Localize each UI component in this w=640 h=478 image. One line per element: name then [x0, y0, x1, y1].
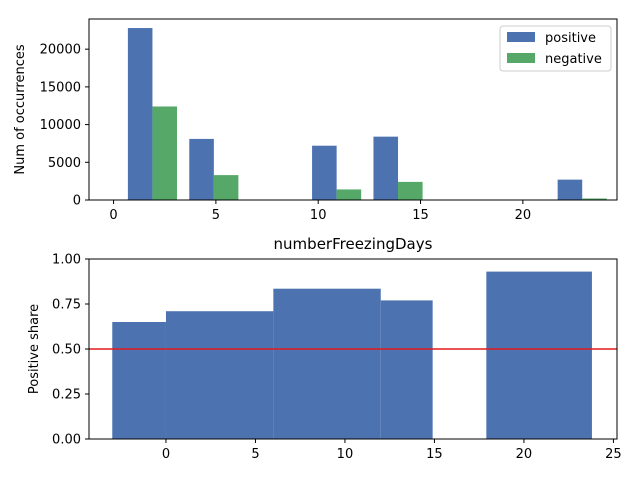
x-tick-label: 5: [251, 447, 259, 462]
y-tick-label: 0: [73, 194, 81, 209]
share-bar-0: [112, 322, 166, 439]
bar-positive-4: [557, 179, 583, 200]
share-bar-1: [165, 311, 274, 439]
bar-positive-2: [312, 145, 337, 200]
positive-share-y-label: Positive share: [27, 304, 42, 394]
x-tick-label: 20: [516, 447, 533, 462]
positive-share-y-axis: 0.00 0.25 0.50 0.75 1.00: [52, 253, 89, 448]
legend: positive negative: [499, 25, 612, 72]
occurrences-x-axis: 0 5 10 15 20: [109, 200, 531, 223]
legend-swatch-positive: [507, 32, 535, 42]
y-tick-label: 0.75: [52, 298, 81, 313]
occurrences-bars: [127, 28, 607, 200]
positive-share-bars: [112, 271, 592, 439]
x-tick-label: 20: [515, 208, 532, 223]
x-tick-label: 15: [412, 208, 429, 223]
y-tick-label: 15000: [40, 80, 81, 95]
x-tick-label: 5: [212, 208, 220, 223]
bar-positive-3: [373, 136, 399, 200]
bar-positive-1: [189, 138, 214, 200]
bar-negative-3: [398, 181, 423, 200]
bar-negative-1: [213, 175, 239, 200]
x-tick-label: 10: [337, 447, 354, 462]
bar-negative-2: [336, 189, 362, 200]
share-bar-3: [380, 300, 433, 439]
y-tick-label: 1.00: [52, 253, 81, 268]
y-tick-label: 0.25: [52, 388, 81, 403]
occurrences-chart: 0 5 10 15 20 0 5000 10000 15000 20000 Num of occ…: [13, 18, 618, 223]
x-tick-label: 0: [109, 208, 117, 223]
y-tick-label: 5000: [48, 156, 81, 171]
legend-label-negative: negative: [545, 52, 602, 67]
bar-negative-4: [582, 198, 607, 200]
bar-negative-0: [152, 106, 177, 200]
occurrences-axes-frame: [88, 18, 618, 201]
x-tick-label: 10: [310, 208, 327, 223]
positive-share-chart: numberFreezingDays 0 5 10 15 20 25 0.000.250.…: [27, 235, 622, 462]
x-tick-label: 25: [605, 447, 622, 462]
y-tick-label: 20000: [40, 43, 81, 58]
legend-label-positive: positive: [545, 31, 596, 46]
occurrences-y-label: Num of occurrences: [13, 44, 28, 174]
positive-share-title: numberFreezingDays: [274, 235, 433, 253]
positive-share-x-axis: 0 5 10 15 20 25: [162, 439, 622, 462]
share-bar-2: [273, 288, 381, 439]
legend-swatch-negative: [507, 53, 535, 63]
y-tick-label: 0.00: [52, 433, 81, 448]
y-tick-label: 10000: [40, 118, 81, 133]
x-tick-label: 15: [426, 447, 443, 462]
occurrences-y-axis: 0 5000 10000 15000 20000: [40, 43, 89, 209]
bar-positive-0: [127, 28, 153, 200]
share-bar-4: [486, 271, 592, 439]
x-tick-label: 0: [162, 447, 170, 462]
y-tick-label: 0.50: [52, 343, 81, 358]
